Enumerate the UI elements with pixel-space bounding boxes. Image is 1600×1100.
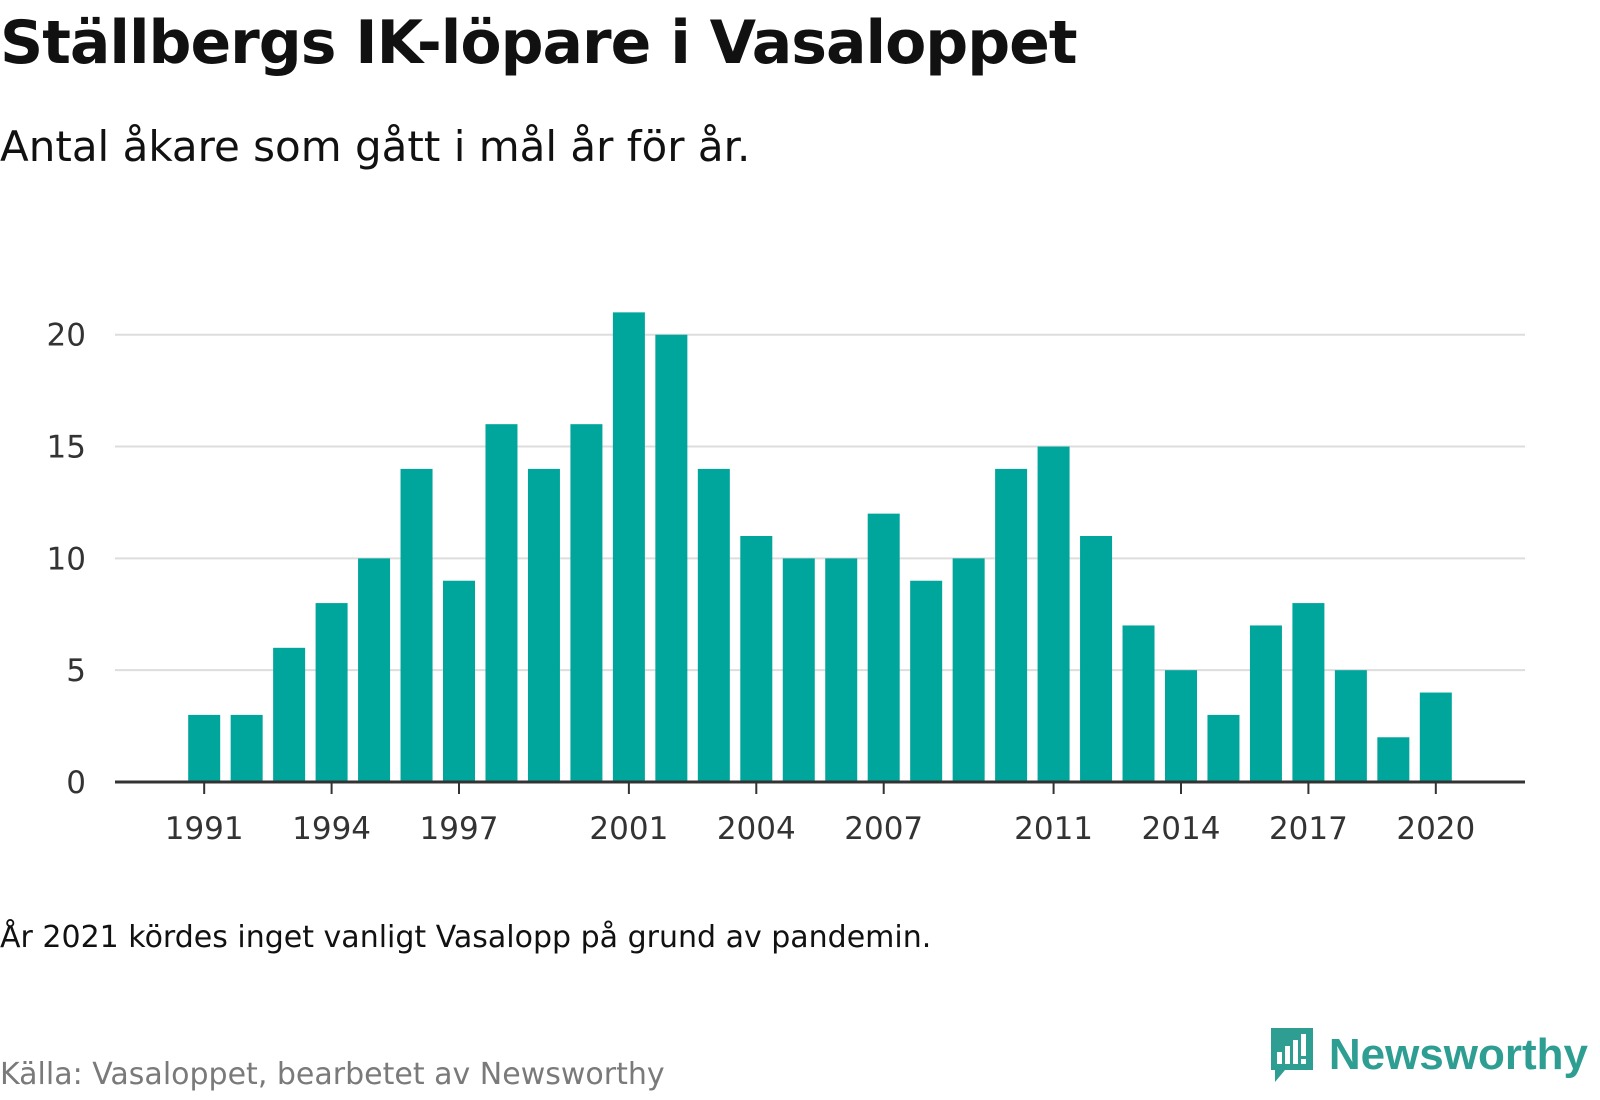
- x-tick-label: 2014: [1142, 811, 1221, 847]
- y-tick-label: 15: [47, 430, 86, 466]
- chart-subtitle: Antal åkare som gått i mål år för år.: [0, 122, 751, 171]
- bar-1995: [358, 558, 391, 782]
- y-tick-label: 5: [66, 653, 86, 689]
- chart-title: Ställbergs IK-löpare i Vasaloppet: [0, 8, 1078, 78]
- bar-2007: [867, 513, 900, 782]
- bar-1991: [188, 714, 221, 782]
- bar-2019: [1377, 737, 1410, 782]
- bar-1992: [230, 714, 263, 782]
- bar-2015: [1207, 714, 1240, 782]
- brand-name: Newsworthy: [1328, 1030, 1588, 1079]
- bar-2013: [1122, 625, 1155, 782]
- bar-2004: [740, 536, 773, 782]
- bar-2011: [1037, 446, 1070, 782]
- y-tick-label: 20: [47, 318, 86, 354]
- footnote: År 2021 kördes inget vanligt Vasalopp på…: [0, 920, 932, 955]
- x-tick-label: 2017: [1269, 811, 1348, 847]
- bar-2020: [1419, 692, 1452, 782]
- bar-2002: [655, 334, 688, 782]
- bar-2014: [1164, 670, 1197, 782]
- bar-1998: [485, 424, 518, 782]
- bar-2005: [782, 558, 815, 782]
- bar-2018: [1334, 670, 1367, 782]
- bar-2006: [825, 558, 858, 782]
- bar-1999: [527, 468, 560, 782]
- bar-1993: [273, 647, 306, 782]
- x-tick-label: 2020: [1396, 811, 1475, 847]
- bars: [188, 312, 1452, 782]
- x-tick-label: 1991: [165, 811, 244, 847]
- bar-1994: [315, 603, 348, 782]
- bar-2000: [570, 424, 603, 782]
- newsworthy-logo-icon: [1270, 1028, 1313, 1082]
- x-tick-label: 2007: [844, 811, 923, 847]
- x-tick-label: 1994: [292, 811, 371, 847]
- bar-chart: 0 5 10 15 20 1991 1994 1997 2001 2004 2007 2011 2014…: [47, 312, 1525, 847]
- bar-1996: [400, 468, 433, 782]
- newsworthy-logo[interactable]: Newsworthy: [1267, 1020, 1588, 1090]
- bar-2008: [910, 580, 943, 782]
- y-tick-label: 10: [47, 541, 86, 577]
- x-tick-label: 2004: [717, 811, 796, 847]
- bar-2001: [612, 312, 645, 782]
- source-credit: Källa: Vasaloppet, bearbetet av Newswort…: [0, 1057, 665, 1092]
- bar-2009: [952, 558, 985, 782]
- axes: 0 5 10 15 20 1991 1994 1997 2001 2004 2007 2011 2014…: [47, 318, 1525, 847]
- bar-2016: [1249, 625, 1282, 782]
- bar-2010: [995, 468, 1028, 782]
- gridlines: [115, 333, 1525, 672]
- bar-2012: [1080, 536, 1113, 782]
- x-tick-label: 2011: [1014, 811, 1093, 847]
- x-tick-label: 1997: [420, 811, 499, 847]
- bar-1997: [443, 580, 476, 782]
- bar-2017: [1292, 603, 1325, 782]
- bar-2003: [697, 468, 730, 782]
- y-tick-label: 0: [66, 765, 86, 801]
- x-tick-label: 2001: [589, 811, 668, 847]
